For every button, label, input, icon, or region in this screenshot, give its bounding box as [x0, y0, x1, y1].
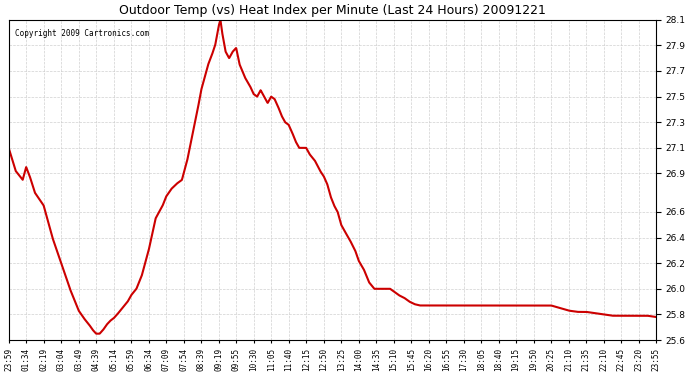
Title: Outdoor Temp (vs) Heat Index per Minute (Last 24 Hours) 20091221: Outdoor Temp (vs) Heat Index per Minute … — [119, 4, 546, 17]
Text: Copyright 2009 Cartronics.com: Copyright 2009 Cartronics.com — [15, 29, 149, 38]
